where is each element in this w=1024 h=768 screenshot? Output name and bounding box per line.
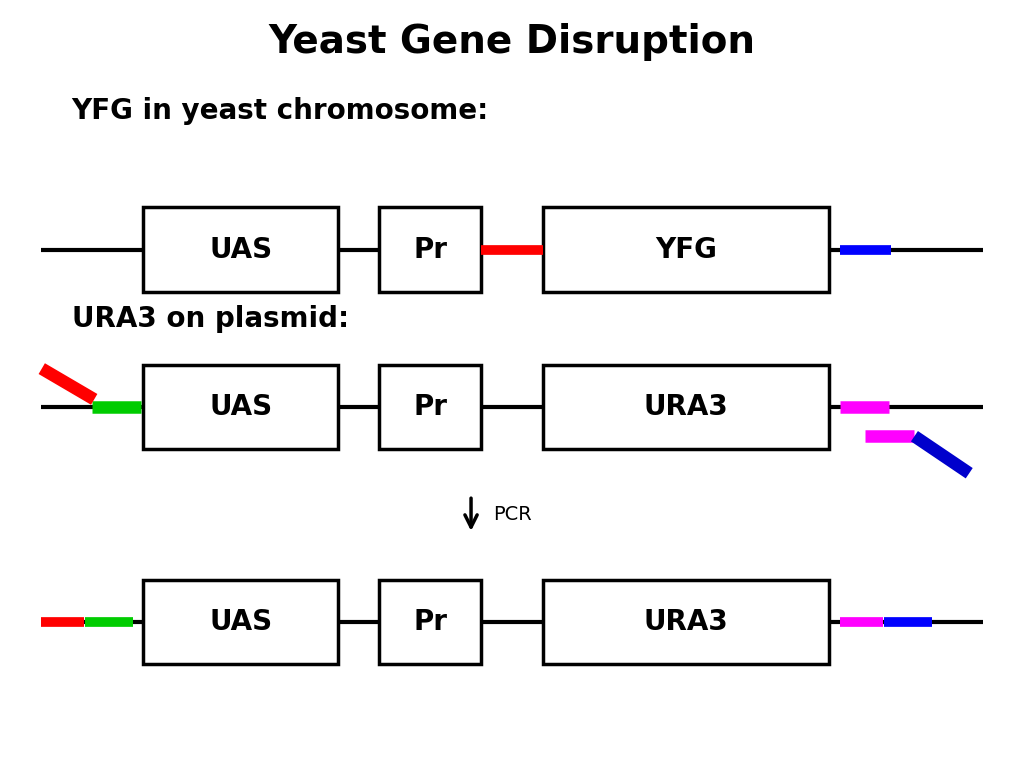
FancyBboxPatch shape bbox=[379, 580, 481, 664]
FancyBboxPatch shape bbox=[543, 365, 829, 449]
Text: UAS: UAS bbox=[209, 393, 272, 421]
Text: Pr: Pr bbox=[413, 608, 447, 636]
Text: PCR: PCR bbox=[494, 505, 532, 524]
Text: Yeast Gene Disruption: Yeast Gene Disruption bbox=[268, 23, 756, 61]
Text: YFG: YFG bbox=[655, 236, 717, 263]
Text: URA3: URA3 bbox=[644, 608, 728, 636]
FancyBboxPatch shape bbox=[143, 207, 338, 292]
FancyBboxPatch shape bbox=[143, 365, 338, 449]
Text: UAS: UAS bbox=[209, 236, 272, 263]
FancyBboxPatch shape bbox=[143, 580, 338, 664]
FancyBboxPatch shape bbox=[379, 207, 481, 292]
FancyBboxPatch shape bbox=[543, 580, 829, 664]
Text: URA3: URA3 bbox=[644, 393, 728, 421]
Text: YFG in yeast chromosome:: YFG in yeast chromosome: bbox=[72, 98, 488, 125]
Text: Pr: Pr bbox=[413, 393, 447, 421]
FancyBboxPatch shape bbox=[543, 207, 829, 292]
FancyBboxPatch shape bbox=[379, 365, 481, 449]
Text: Pr: Pr bbox=[413, 236, 447, 263]
Text: UAS: UAS bbox=[209, 608, 272, 636]
Text: URA3 on plasmid:: URA3 on plasmid: bbox=[72, 305, 349, 333]
